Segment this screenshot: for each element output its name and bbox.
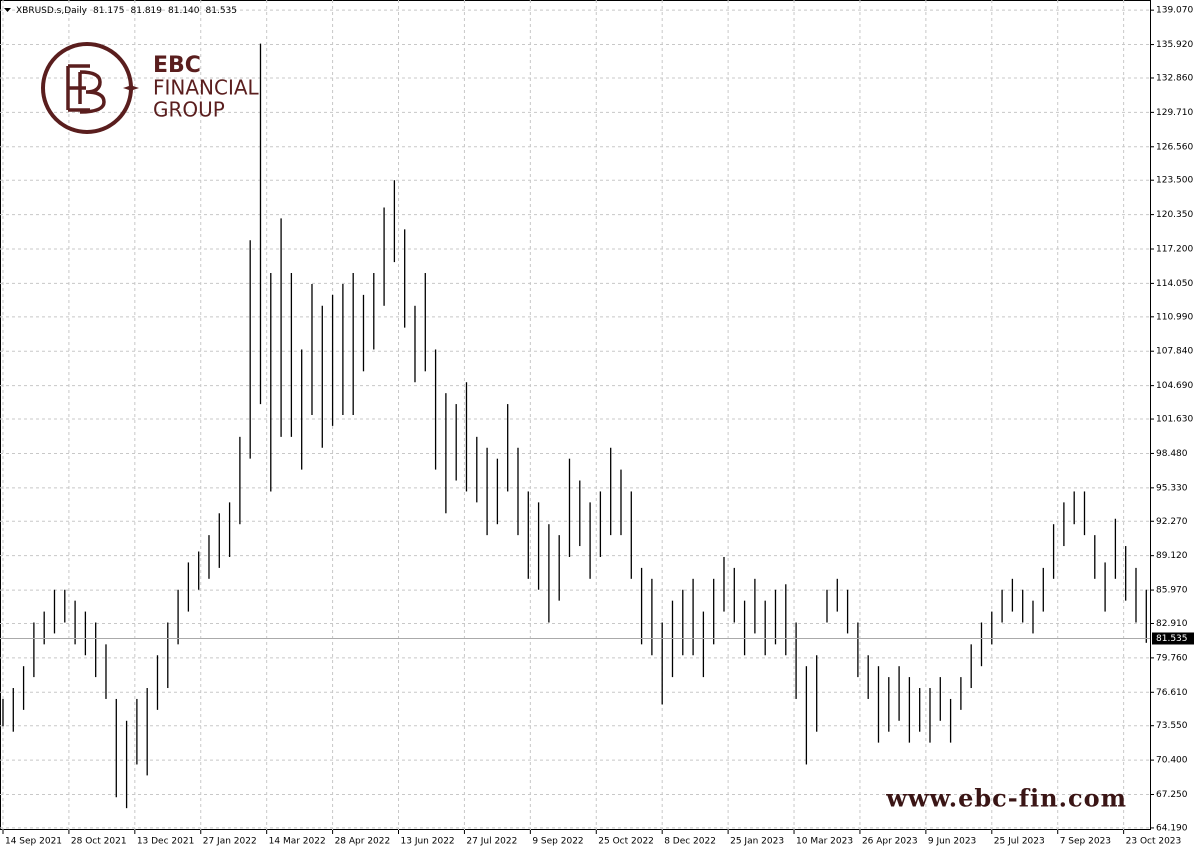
- x-tick-label: 9 Jun 2023: [928, 837, 976, 847]
- last-price-box: [1152, 632, 1194, 645]
- header-symbol: XBRUSD.s,Daily: [16, 6, 88, 16]
- y-tick-label: 117.200: [1156, 245, 1193, 255]
- y-tick-label: 132.860: [1156, 73, 1193, 83]
- y-tick-label: 82.910: [1156, 619, 1188, 629]
- y-tick-label: 89.120: [1156, 551, 1188, 561]
- x-tick-label: 23 Oct 2023: [1126, 837, 1182, 847]
- grid: [0, 0, 1150, 830]
- logo: EBC FINANCIAL GROUP: [41, 42, 260, 134]
- logo-glyph: [66, 64, 106, 114]
- x-tick-label: 13 Jun 2022: [401, 837, 455, 847]
- y-tick-label: 98.480: [1156, 449, 1188, 459]
- y-tick-label: 114.050: [1156, 279, 1193, 289]
- header: XBRUSD.s,Daily 81.175 81.819 81.140 81.535: [16, 6, 237, 16]
- y-tick-label: 67.250: [1156, 790, 1188, 800]
- x-tick-label: 25 Jul 2023: [994, 837, 1045, 847]
- x-tick-label: 14 Mar 2022: [269, 837, 326, 847]
- y-tick-label: 123.500: [1156, 176, 1193, 186]
- header-value: 81.140: [168, 6, 200, 16]
- x-tick-label: 7 Sep 2023: [1060, 837, 1111, 847]
- y-tick-label: 135.920: [1156, 40, 1193, 50]
- x-tick-label: 28 Apr 2022: [335, 837, 391, 847]
- x-tick-label: 10 Mar 2023: [796, 837, 853, 847]
- x-tick-label: 25 Oct 2022: [598, 837, 654, 847]
- x-tick-label: 28 Oct 2021: [71, 837, 127, 847]
- brand-line: GROUP: [153, 98, 225, 122]
- website: www.ebc-fin.com: [885, 784, 1127, 813]
- y-tick-label: 79.760: [1156, 653, 1188, 663]
- header-value: 81.535: [206, 6, 238, 16]
- header-value: 81.819: [131, 6, 163, 16]
- brand: EBC: [153, 53, 201, 78]
- x-tick-label: 27 Jul 2022: [466, 837, 517, 847]
- x-tick-label: 9 Sep 2022: [532, 837, 583, 847]
- y-tick-label: 64.190: [1156, 823, 1188, 833]
- y-tick-label: 92.270: [1156, 517, 1188, 527]
- y-tick-label: 139.070: [1156, 6, 1193, 16]
- y-tick-label: 104.690: [1156, 381, 1193, 391]
- logo-star: [123, 80, 139, 96]
- x-tick-label: 14 Sep 2021: [5, 837, 62, 847]
- x-tick-label: 26 Apr 2023: [862, 837, 918, 847]
- x-tick-label: 25 Jan 2023: [730, 837, 784, 847]
- header-value: 81.175: [93, 6, 125, 16]
- y-tick-label: 101.630: [1156, 415, 1193, 425]
- y-tick-label: 107.840: [1156, 347, 1193, 357]
- y-tick-label: 95.330: [1156, 483, 1188, 493]
- y-tick-label: 70.400: [1156, 756, 1188, 766]
- y-tick-label: 73.550: [1156, 721, 1188, 731]
- last-price-label: 81.535: [1156, 634, 1188, 644]
- y-tick-label: 76.610: [1156, 688, 1188, 698]
- y-tick-label: 129.710: [1156, 108, 1193, 118]
- y-tick-label: 85.970: [1156, 586, 1188, 596]
- x-tick-label: 8 Dec 2022: [664, 837, 716, 847]
- header-arrow: [4, 8, 11, 12]
- x-tick-label: 13 Dec 2021: [137, 837, 195, 847]
- plot-frame: [0, 0, 1151, 830]
- y-tick-label: 120.350: [1156, 210, 1193, 220]
- x-tick-label: 27 Jan 2022: [203, 837, 257, 847]
- y-tick-label: 110.990: [1156, 312, 1193, 322]
- brand-line: FINANCIAL: [153, 76, 260, 100]
- y-tick-label: 126.560: [1156, 142, 1193, 152]
